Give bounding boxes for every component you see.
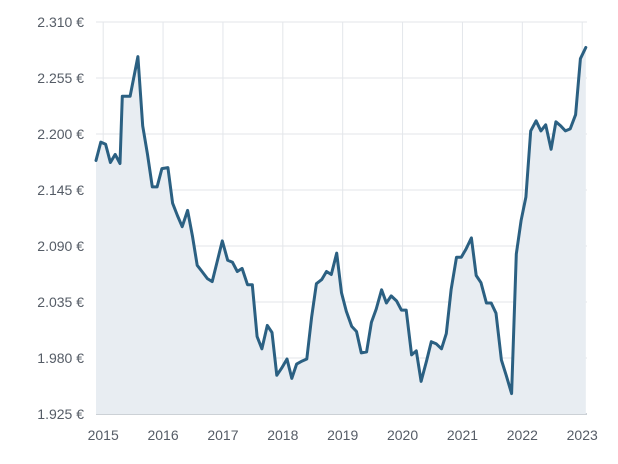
x-tick-label: 2017 bbox=[207, 427, 238, 443]
y-tick-label: 2.035 € bbox=[37, 294, 84, 310]
series-area bbox=[96, 47, 586, 414]
y-tick-label: 2.090 € bbox=[37, 238, 84, 254]
x-tick-label: 2021 bbox=[447, 427, 478, 443]
y-tick-label: 2.145 € bbox=[37, 182, 84, 198]
x-tick-label: 2018 bbox=[267, 427, 298, 443]
series-line bbox=[94, 46, 588, 396]
y-tick-label: 2.255 € bbox=[37, 70, 84, 86]
y-axis: 1.925 € 1.980 € 2.035 € 2.090 € 2.145 € 2.200… bbox=[37, 14, 84, 422]
x-tick-label: 2019 bbox=[327, 427, 358, 443]
x-tick-label: 2016 bbox=[147, 427, 178, 443]
x-tick-label: 2020 bbox=[387, 427, 418, 443]
y-tick-label: 2.310 € bbox=[37, 14, 84, 30]
y-tick-label: 1.925 € bbox=[37, 406, 84, 422]
y-tick-label: 2.200 € bbox=[37, 126, 84, 142]
x-tick-label: 2023 bbox=[567, 427, 598, 443]
x-axis: 2015 2016 2017 2018 2019 2020 2021 2022 2023 bbox=[88, 427, 598, 443]
y-tick-label: 1.980 € bbox=[37, 350, 84, 366]
x-tick-label: 2022 bbox=[507, 427, 538, 443]
x-tick-label: 2015 bbox=[88, 427, 119, 443]
